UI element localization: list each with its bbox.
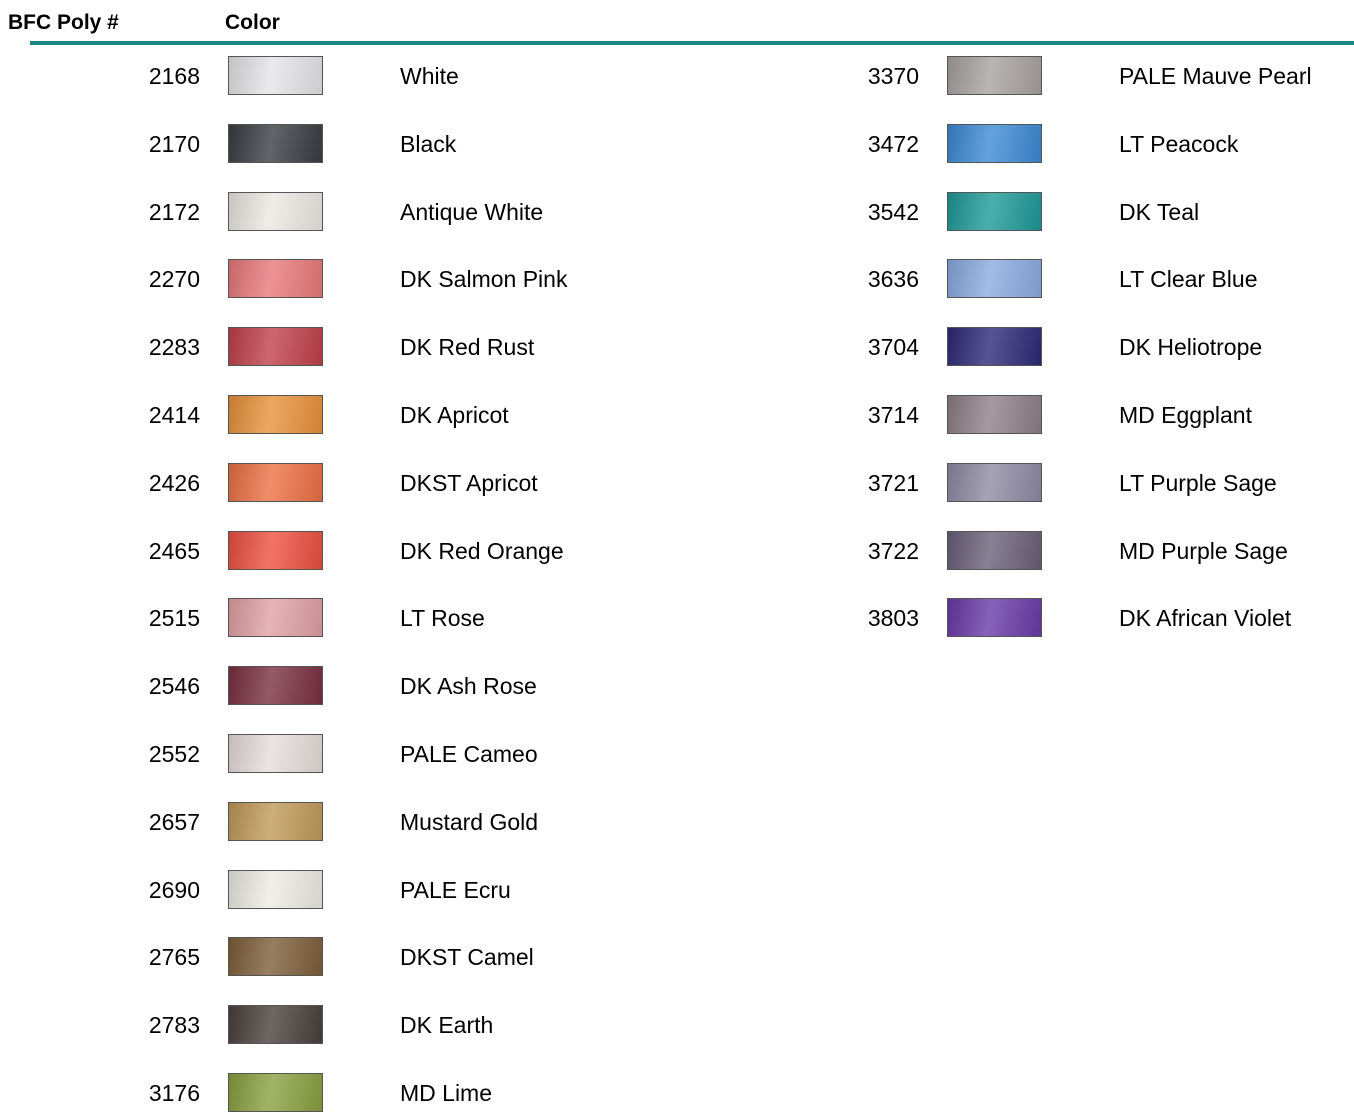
color-name: DK Apricot <box>400 400 509 430</box>
poly-number: 2172 <box>100 197 200 227</box>
page: BFC Poly # Color 2168 White 2170 Black 2172 A… <box>0 0 1354 1113</box>
poly-number: 3722 <box>819 536 919 566</box>
color-swatch <box>228 124 323 163</box>
poly-number: 3472 <box>819 129 919 159</box>
poly-number: 3542 <box>819 197 919 227</box>
poly-number: 2552 <box>100 739 200 769</box>
color-swatch <box>228 937 323 976</box>
color-swatch <box>228 666 323 705</box>
poly-number: 2515 <box>100 603 200 633</box>
poly-number: 2657 <box>100 807 200 837</box>
color-name: PALE Ecru <box>400 875 511 905</box>
color-swatch <box>947 395 1042 434</box>
color-name: PALE Mauve Pearl <box>1119 61 1312 91</box>
poly-number: 2426 <box>100 468 200 498</box>
color-swatch <box>228 192 323 231</box>
color-swatch <box>947 124 1042 163</box>
color-swatch <box>228 734 323 773</box>
color-swatch <box>228 870 323 909</box>
color-name: LT Rose <box>400 603 485 633</box>
color-name: DK Red Rust <box>400 332 534 362</box>
color-name: DKST Camel <box>400 942 534 972</box>
poly-number: 2546 <box>100 671 200 701</box>
color-name: MD Eggplant <box>1119 400 1252 430</box>
color-swatch <box>228 531 323 570</box>
color-swatch <box>228 598 323 637</box>
color-name: LT Purple Sage <box>1119 468 1277 498</box>
color-swatch <box>947 463 1042 502</box>
poly-number: 3803 <box>819 603 919 633</box>
color-name: Antique White <box>400 197 543 227</box>
column-header: BFC Poly # <box>8 9 119 37</box>
color-swatch <box>228 1005 323 1044</box>
poly-number: 2690 <box>100 875 200 905</box>
poly-number: 2170 <box>100 129 200 159</box>
color-swatch <box>228 802 323 841</box>
poly-number: 2765 <box>100 942 200 972</box>
poly-number: 2414 <box>100 400 200 430</box>
color-swatch <box>228 1073 323 1112</box>
color-name: Mustard Gold <box>400 807 538 837</box>
poly-number: 2783 <box>100 1010 200 1040</box>
poly-number: 3370 <box>819 61 919 91</box>
color-name: PALE Cameo <box>400 739 538 769</box>
color-swatch <box>947 56 1042 95</box>
color-name: DK African Violet <box>1119 603 1291 633</box>
poly-number: 3714 <box>819 400 919 430</box>
color-swatch <box>228 463 323 502</box>
poly-number: 3704 <box>819 332 919 362</box>
color-name: DK Ash Rose <box>400 671 537 701</box>
color-swatch <box>947 259 1042 298</box>
color-swatch <box>228 259 323 298</box>
color-swatch <box>947 598 1042 637</box>
color-name: DK Earth <box>400 1010 493 1040</box>
color-name: Black <box>400 129 456 159</box>
color-name: White <box>400 61 459 91</box>
color-swatch <box>947 192 1042 231</box>
color-name: MD Lime <box>400 1078 492 1108</box>
poly-number: 2270 <box>100 264 200 294</box>
color-name: DK Red Orange <box>400 536 564 566</box>
color-swatch <box>228 56 323 95</box>
color-swatch <box>947 327 1042 366</box>
color-name: DK Heliotrope <box>1119 332 1262 362</box>
color-name: LT Clear Blue <box>1119 264 1258 294</box>
color-name: DK Teal <box>1119 197 1199 227</box>
column-header: Color <box>225 9 280 37</box>
color-swatch <box>228 395 323 434</box>
color-name: DK Salmon Pink <box>400 264 567 294</box>
color-name: LT Peacock <box>1119 129 1238 159</box>
poly-number: 2283 <box>100 332 200 362</box>
poly-number: 3721 <box>819 468 919 498</box>
color-swatch <box>947 531 1042 570</box>
poly-number: 2168 <box>100 61 200 91</box>
header-rule <box>30 41 1354 45</box>
poly-number: 2465 <box>100 536 200 566</box>
poly-number: 3176 <box>100 1078 200 1108</box>
poly-number: 3636 <box>819 264 919 294</box>
color-name: MD Purple Sage <box>1119 536 1288 566</box>
color-name: DKST Apricot <box>400 468 538 498</box>
color-swatch <box>228 327 323 366</box>
